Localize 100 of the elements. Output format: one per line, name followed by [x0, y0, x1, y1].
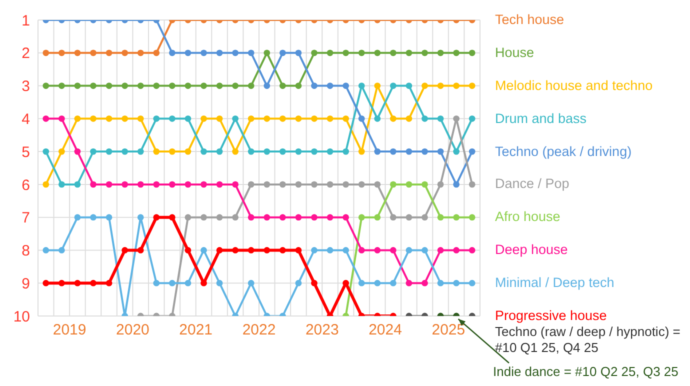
point — [137, 148, 144, 155]
point — [311, 115, 318, 122]
series-label: Minimal / Deep tech — [495, 274, 614, 292]
series-label: Techno (peak / driving) — [495, 142, 632, 161]
point — [264, 115, 270, 122]
point — [248, 82, 254, 89]
point — [122, 115, 128, 122]
y-tick-label: 8 — [22, 242, 30, 260]
point — [184, 50, 192, 56]
point — [390, 181, 396, 188]
point — [153, 181, 160, 188]
point — [200, 148, 207, 155]
point — [453, 247, 460, 254]
point — [232, 50, 239, 56]
point — [232, 214, 239, 221]
point — [42, 181, 50, 188]
point — [374, 50, 381, 56]
point — [106, 181, 112, 188]
point — [106, 148, 112, 155]
point — [406, 50, 412, 56]
point — [358, 247, 365, 254]
point — [295, 280, 302, 286]
point — [342, 148, 350, 155]
point — [74, 148, 81, 155]
point — [437, 115, 444, 122]
point — [184, 82, 192, 89]
point — [468, 82, 476, 89]
point — [390, 115, 396, 122]
point — [342, 214, 350, 221]
point — [58, 247, 65, 254]
point — [153, 115, 160, 122]
point — [311, 214, 318, 221]
point — [248, 214, 254, 221]
x-tick-label: 2020 — [116, 322, 150, 339]
y-tick-label: 1 — [22, 12, 30, 30]
point — [390, 50, 396, 56]
point — [390, 214, 396, 221]
point — [106, 82, 112, 89]
point — [374, 214, 381, 221]
point — [342, 50, 350, 56]
point — [279, 115, 286, 122]
point — [153, 280, 160, 286]
point — [453, 115, 460, 122]
point — [90, 214, 96, 221]
point — [248, 115, 254, 122]
point — [216, 247, 223, 254]
point — [184, 280, 192, 286]
point — [200, 82, 207, 89]
point — [168, 50, 176, 56]
point — [58, 148, 65, 155]
point — [422, 280, 428, 286]
y-tick-label: 2 — [22, 45, 30, 62]
point — [311, 181, 318, 188]
point — [264, 214, 270, 221]
point — [74, 82, 81, 89]
point — [422, 82, 428, 89]
point — [468, 148, 476, 155]
y-tick-label: 7 — [22, 210, 30, 227]
point — [137, 82, 144, 89]
point — [374, 115, 381, 122]
x-tick-label: 2023 — [305, 322, 339, 339]
point — [58, 115, 65, 122]
point — [137, 181, 144, 188]
point — [326, 50, 334, 56]
point — [216, 115, 223, 122]
point — [106, 214, 112, 221]
point — [264, 50, 270, 56]
point — [216, 181, 223, 188]
point — [58, 181, 65, 188]
point — [42, 50, 50, 56]
point — [264, 148, 270, 155]
point — [74, 50, 81, 56]
point — [406, 280, 412, 286]
point — [90, 82, 96, 89]
point — [437, 247, 444, 254]
point — [358, 50, 365, 56]
point — [468, 50, 476, 56]
y-tick-label: 4 — [22, 110, 30, 128]
point — [358, 82, 365, 89]
point — [137, 50, 144, 56]
x-tick-label: 2019 — [52, 322, 86, 339]
point — [90, 148, 96, 155]
point — [437, 148, 444, 155]
x-tick-label: 2022 — [242, 322, 276, 339]
point — [216, 214, 223, 221]
point — [468, 115, 476, 122]
point — [168, 148, 176, 155]
point — [390, 280, 396, 286]
point — [184, 214, 192, 221]
point — [216, 50, 223, 56]
point — [342, 247, 350, 254]
point — [437, 280, 444, 286]
point — [390, 82, 396, 89]
point — [248, 50, 254, 56]
point — [358, 280, 365, 286]
point — [468, 280, 476, 286]
point — [279, 181, 286, 188]
point — [58, 82, 65, 89]
point — [358, 115, 365, 122]
point — [74, 214, 81, 221]
